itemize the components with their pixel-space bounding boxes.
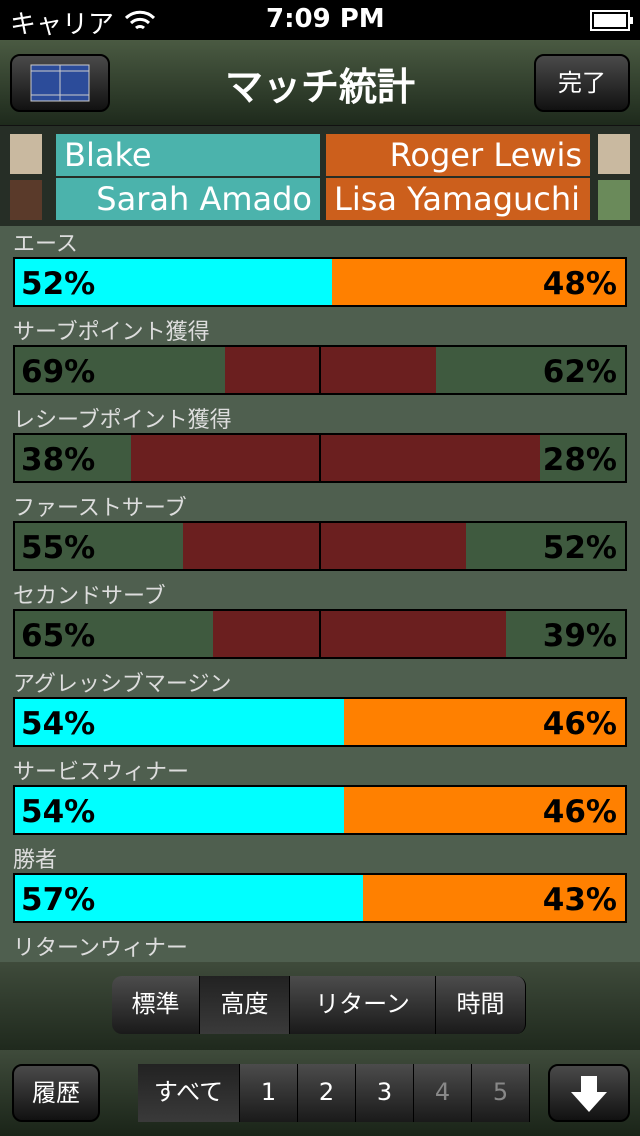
player-name: Blake Shepherd xyxy=(56,134,320,216)
left-value: 65% xyxy=(21,618,96,654)
stat-label: エース xyxy=(13,232,78,257)
left-value: 69% xyxy=(21,354,96,390)
player-name: Sarah Amado xyxy=(56,178,320,220)
court-icon xyxy=(30,64,90,102)
segment-button[interactable]: 高度 xyxy=(200,976,290,1034)
stat-bar: 52% 48% xyxy=(13,257,627,307)
right-value: 46% xyxy=(542,706,617,742)
right-value: 48% xyxy=(542,266,617,302)
history-button[interactable]: 履歴 xyxy=(12,1064,100,1122)
segmented-control: 標準 高度 リターン 時間 xyxy=(112,962,526,1050)
court-button[interactable] xyxy=(10,54,110,112)
center-line xyxy=(319,347,321,393)
carrier: キャリア xyxy=(10,10,115,40)
stat-label: レシーブポイント獲得 xyxy=(13,408,232,433)
right-bar xyxy=(320,523,467,569)
center-line xyxy=(319,523,321,569)
segment-bar: 標準 高度 リターン 時間 xyxy=(0,962,640,1050)
left-bar xyxy=(225,347,320,393)
right-value: 52% xyxy=(542,530,617,566)
stat-bar: 65% 39% xyxy=(13,609,627,659)
left-value: 38% xyxy=(21,442,96,478)
set-button[interactable]: 2 xyxy=(298,1064,356,1122)
right-bar xyxy=(320,611,507,657)
right-value: 39% xyxy=(542,618,617,654)
left-value: 57% xyxy=(21,882,96,918)
scroll-down-button[interactable] xyxy=(548,1064,630,1122)
stat-bar: 54% 46% xyxy=(13,785,627,835)
left-value: 54% xyxy=(21,706,96,742)
status-bar: キャリア 7:09 PM xyxy=(0,0,640,40)
left-bar xyxy=(213,611,320,657)
done-button[interactable]: 完了 xyxy=(534,54,630,112)
avatar xyxy=(598,134,630,174)
stat-label: サービスウィナー xyxy=(13,760,190,785)
right-bar xyxy=(320,435,540,481)
set-button[interactable]: 1 xyxy=(240,1064,298,1122)
battery-icon xyxy=(590,10,633,31)
right-value: 43% xyxy=(542,882,617,918)
set-button: 4 xyxy=(414,1064,472,1122)
stat-label: セカンドサーブ xyxy=(13,584,166,609)
stat-bar: 57% 43% xyxy=(13,873,627,923)
stat-label: サーブポイント獲得 xyxy=(13,320,210,345)
set-selector: すべて 1 2 3 4 5 xyxy=(138,1050,530,1136)
right-bar xyxy=(332,259,625,305)
segment-button[interactable]: 標準 xyxy=(112,976,200,1034)
down-arrow xyxy=(571,1076,607,1112)
left-value: 52% xyxy=(21,266,96,302)
left-bar xyxy=(15,875,363,921)
right-bar xyxy=(362,875,625,921)
left-value: 54% xyxy=(21,794,96,830)
left-bar xyxy=(130,435,320,481)
stat-label: ファーストサーブ xyxy=(13,496,187,521)
stat-label: 勝者 xyxy=(13,848,58,873)
set-button[interactable]: 3 xyxy=(356,1064,414,1122)
right-value: 28% xyxy=(542,442,617,478)
nav-title: マッチ統計 xyxy=(224,65,415,109)
center-line xyxy=(319,435,321,481)
left-bar xyxy=(15,259,333,305)
segment-button[interactable]: 時間 xyxy=(436,976,526,1034)
stat-bar: 38% 28% xyxy=(13,433,627,483)
clock: 7:09 PM xyxy=(266,4,385,34)
right-bar xyxy=(344,699,625,745)
stat-bar: 54% 46% xyxy=(13,697,627,747)
left-bar xyxy=(182,523,320,569)
stat-label: アグレッシブマージン xyxy=(13,672,232,697)
left-bar xyxy=(15,699,345,745)
player-name: Lisa Yamaguchi xyxy=(326,178,590,220)
right-value: 62% xyxy=(542,354,617,390)
stats-list: エース 52% 48% サーブポイント獲得 69% 62% レシーブポイント獲得 38% 28%… xyxy=(0,226,640,962)
player-name: Roger Lewis xyxy=(326,134,590,176)
stat-bar: 55% 52% xyxy=(13,521,627,571)
segment-button[interactable]: リターン xyxy=(290,976,436,1034)
stat-bar: 69% 62% xyxy=(13,345,627,395)
right-bar xyxy=(344,787,625,833)
right-value: 46% xyxy=(542,794,617,830)
players: Blake Shepherd Sarah Amado Roger Lewis L… xyxy=(0,126,640,226)
avatar xyxy=(10,134,42,174)
toolbar: 履歴 すべて 1 2 3 4 5 xyxy=(0,1050,640,1136)
left-value: 55% xyxy=(21,530,96,566)
avatar xyxy=(10,180,42,220)
set-button: 5 xyxy=(472,1064,530,1122)
center-line xyxy=(319,611,321,657)
right-bar xyxy=(320,347,436,393)
set-button[interactable]: すべて xyxy=(138,1064,240,1122)
avatar xyxy=(598,180,630,220)
nav-bar: マッチ統計 完了 xyxy=(0,40,640,126)
stat-label: リターンウィナー xyxy=(13,936,188,961)
wifi-icon xyxy=(124,10,156,30)
left-bar xyxy=(15,787,345,833)
